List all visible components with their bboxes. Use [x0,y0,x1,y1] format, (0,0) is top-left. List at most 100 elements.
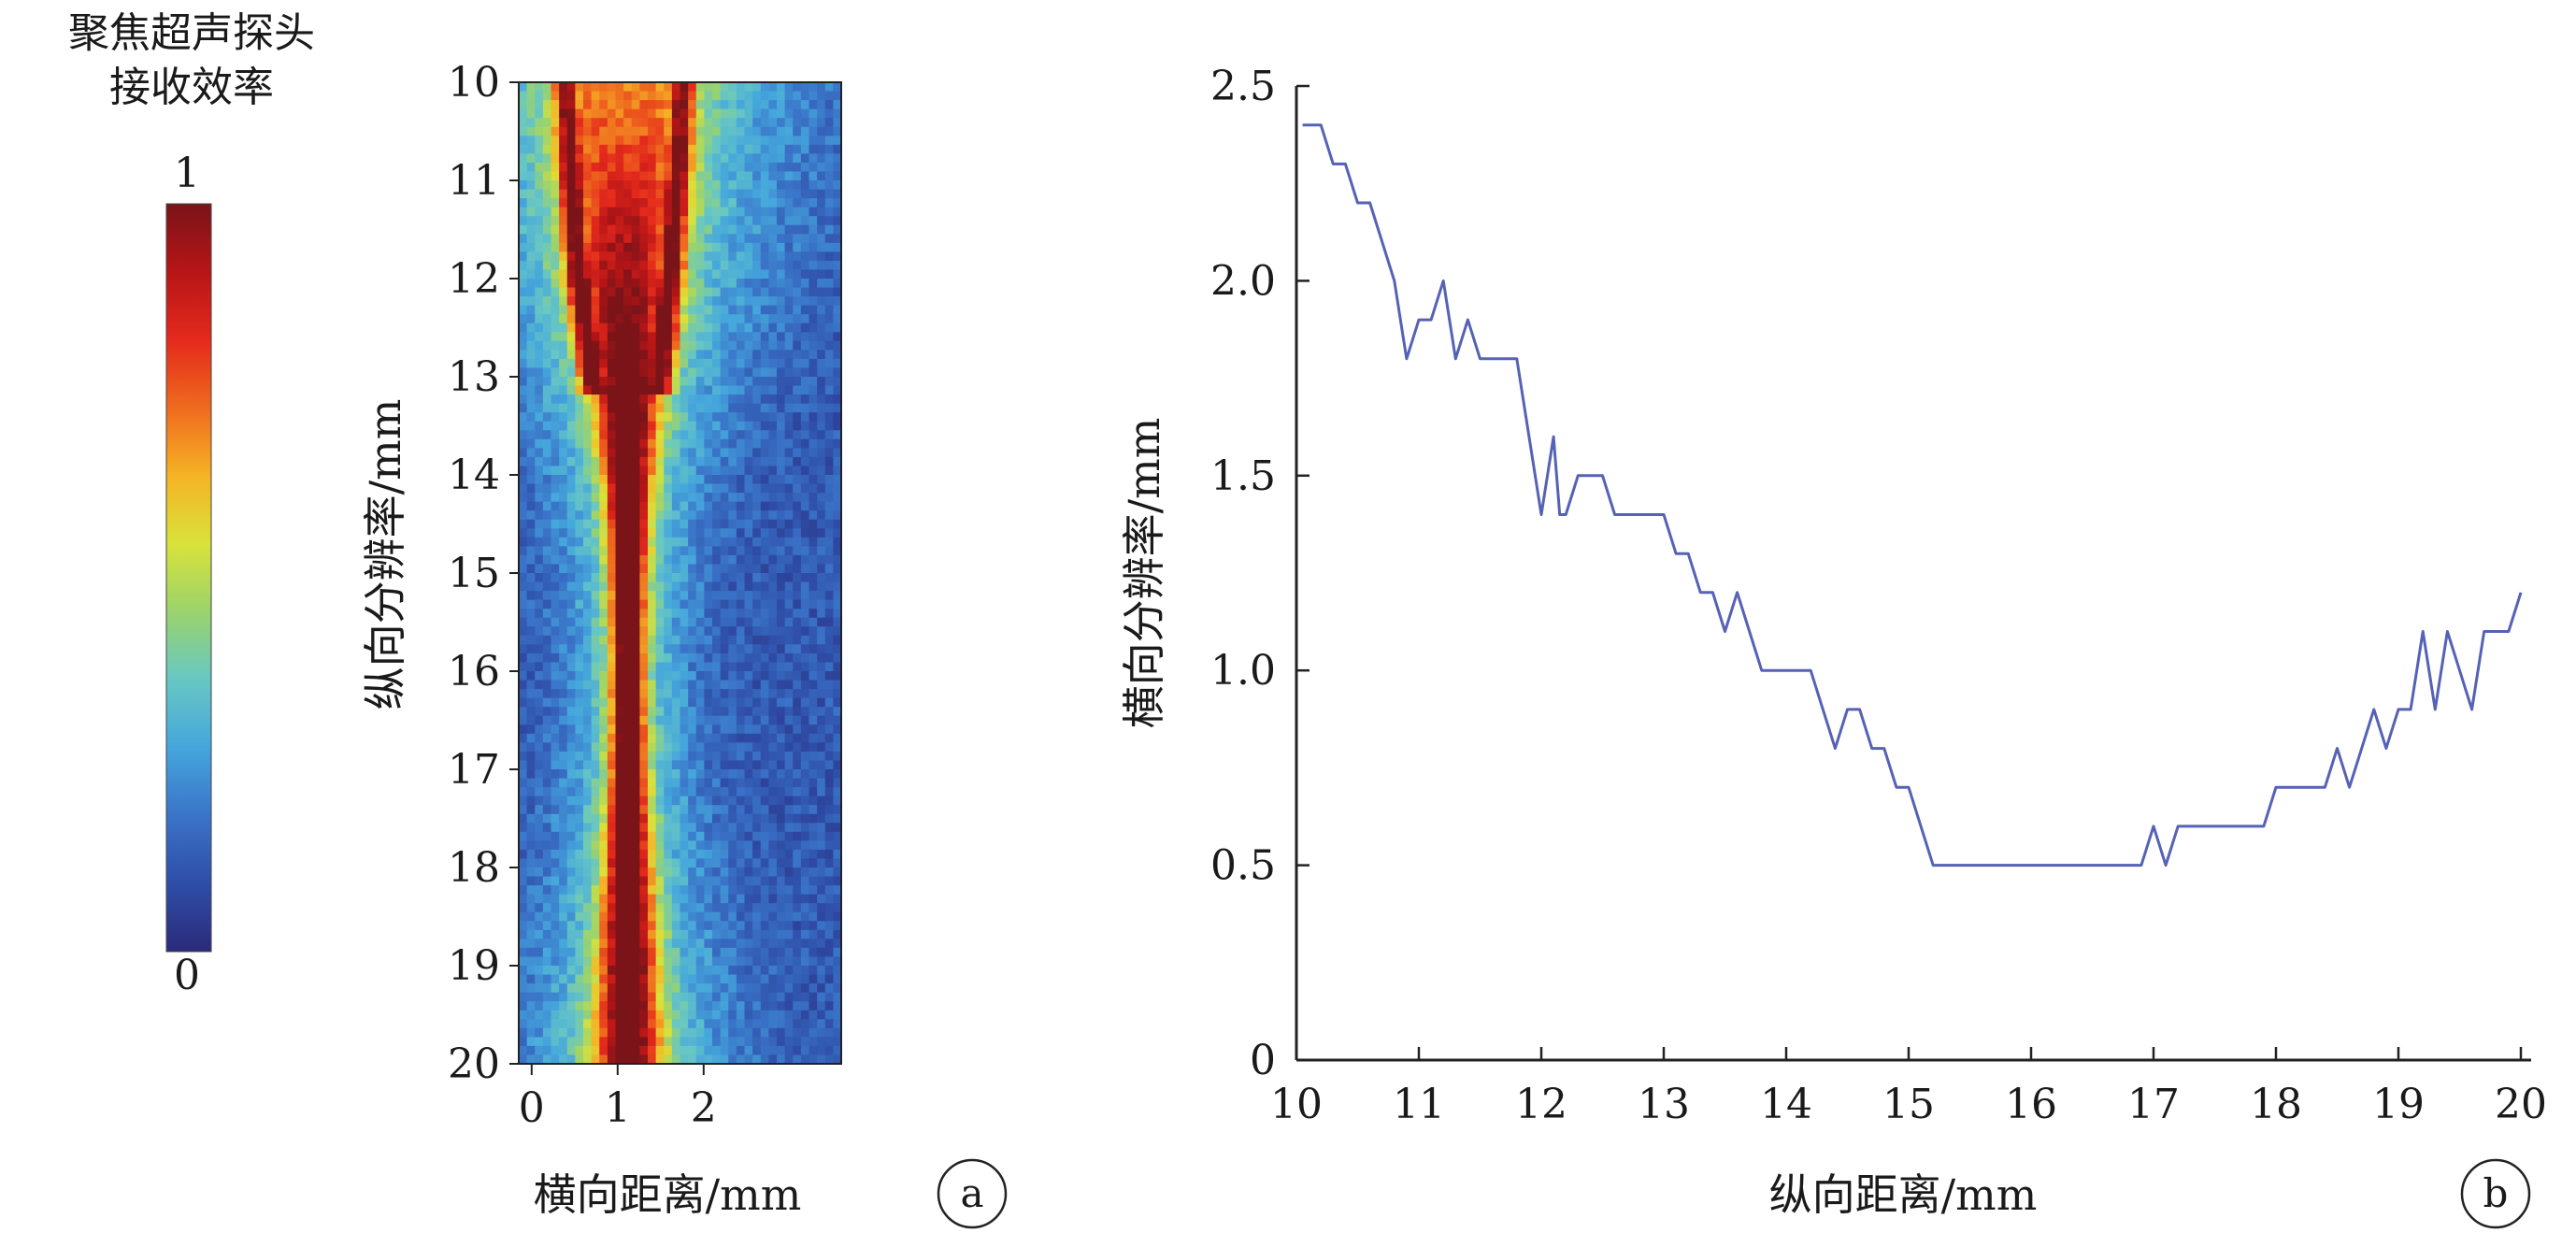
heatmap-cell [695,412,705,423]
heatmap-cell [671,849,681,860]
heatmap-cell [704,358,713,369]
heatmap-cell [760,947,769,958]
panel-a-y-tick-label: 17 [448,746,500,794]
heatmap-cell [728,644,737,654]
heatmap-cell [824,279,834,289]
heatmap-cell [752,813,762,824]
heatmap-cell [559,644,568,654]
heatmap-cell [833,403,842,413]
heatmap-cell [695,662,705,672]
heatmap-cell [671,385,681,395]
heatmap-cell [809,82,818,93]
heatmap-cell [680,385,689,395]
heatmap-cell [599,831,608,841]
heatmap-cell [752,858,762,868]
heatmap-cell [793,903,802,913]
heatmap-cell [744,118,753,128]
heatmap-cell [752,260,762,271]
heatmap-cell [519,554,528,566]
heatmap-cell [833,207,842,217]
heatmap-cell [712,456,722,467]
heatmap-cell [575,840,584,851]
heatmap-cell [688,849,697,860]
heatmap-cell [671,581,681,592]
heatmap-cell [720,153,729,164]
heatmap-cell [695,1037,705,1047]
heatmap-cell [768,234,778,244]
heatmap-cell [744,876,753,886]
heatmap-cell [655,599,665,609]
heatmap-cell [809,599,818,609]
heatmap-cell [695,1045,705,1056]
heatmap-cell [591,911,600,922]
heatmap-cell [655,537,665,547]
heatmap-cell [639,1001,649,1011]
heatmap-cell [793,108,802,119]
heatmap-cell [575,493,584,503]
heatmap-cell [607,519,617,529]
heatmap-cell [833,332,842,342]
heatmap-cell [833,189,842,199]
heatmap-cell [752,412,762,423]
heatmap-cell [535,858,544,868]
heatmap-cell [824,1045,834,1056]
heatmap-cell [648,742,657,753]
heatmap-cell [688,707,697,717]
heatmap-cell [777,876,786,886]
heatmap-cell [695,894,705,904]
heatmap-cell [607,680,617,690]
heatmap-cell [535,671,544,681]
heatmap-cell [607,644,617,654]
heatmap-cell [752,974,762,984]
heatmap-cell [744,858,753,868]
heatmap-cell [575,751,584,762]
heatmap-cell [704,609,713,619]
heatmap-cell [599,323,608,333]
heatmap-cell [704,715,713,725]
heatmap-cell [824,939,834,949]
heatmap-cell [704,1001,713,1011]
heatmap-cell [519,189,528,199]
heatmap-cell [704,314,713,324]
heatmap-cell [607,108,617,119]
heatmap-cell [583,180,593,191]
heatmap-cell [688,332,697,342]
heatmap-cell [736,671,746,681]
heatmap-cell [526,689,536,699]
heatmap-cell [655,805,665,815]
heatmap-cell [591,867,600,878]
heatmap-cell [824,626,834,637]
heatmap-cell [607,216,617,226]
heatmap-cell [623,394,633,405]
heatmap-cell [688,956,697,967]
heatmap-cell [833,475,842,485]
heatmap-cell [824,885,834,896]
heatmap-cell [833,1001,842,1011]
heatmap-cell [817,242,826,252]
heatmap-cell [777,840,786,851]
heatmap-cell [784,671,794,681]
heatmap-cell [591,599,600,609]
heatmap-cell [575,171,584,181]
heatmap-cell [736,805,746,815]
heatmap-cell [728,100,737,110]
heatmap-cell [591,251,600,262]
heatmap-cell [736,108,746,119]
heatmap-cell [817,644,826,654]
panel-b-y-tick-label: 0.5 [1210,842,1276,890]
heatmap-cell [768,796,778,806]
heatmap-cell [623,662,633,672]
heatmap-cell [551,430,560,440]
heatmap-cell [583,929,593,939]
heatmap-cell [559,144,568,154]
heatmap-cell [760,260,769,271]
heatmap-cell [535,1027,544,1038]
heatmap-cell [559,778,568,788]
heatmap-cell [793,198,802,208]
heatmap-cell [680,287,689,297]
heatmap-cell [535,207,544,217]
heatmap-cell [809,260,818,271]
heatmap-cell [519,537,528,547]
heatmap-cell [784,599,794,609]
heatmap-cell [607,813,617,824]
